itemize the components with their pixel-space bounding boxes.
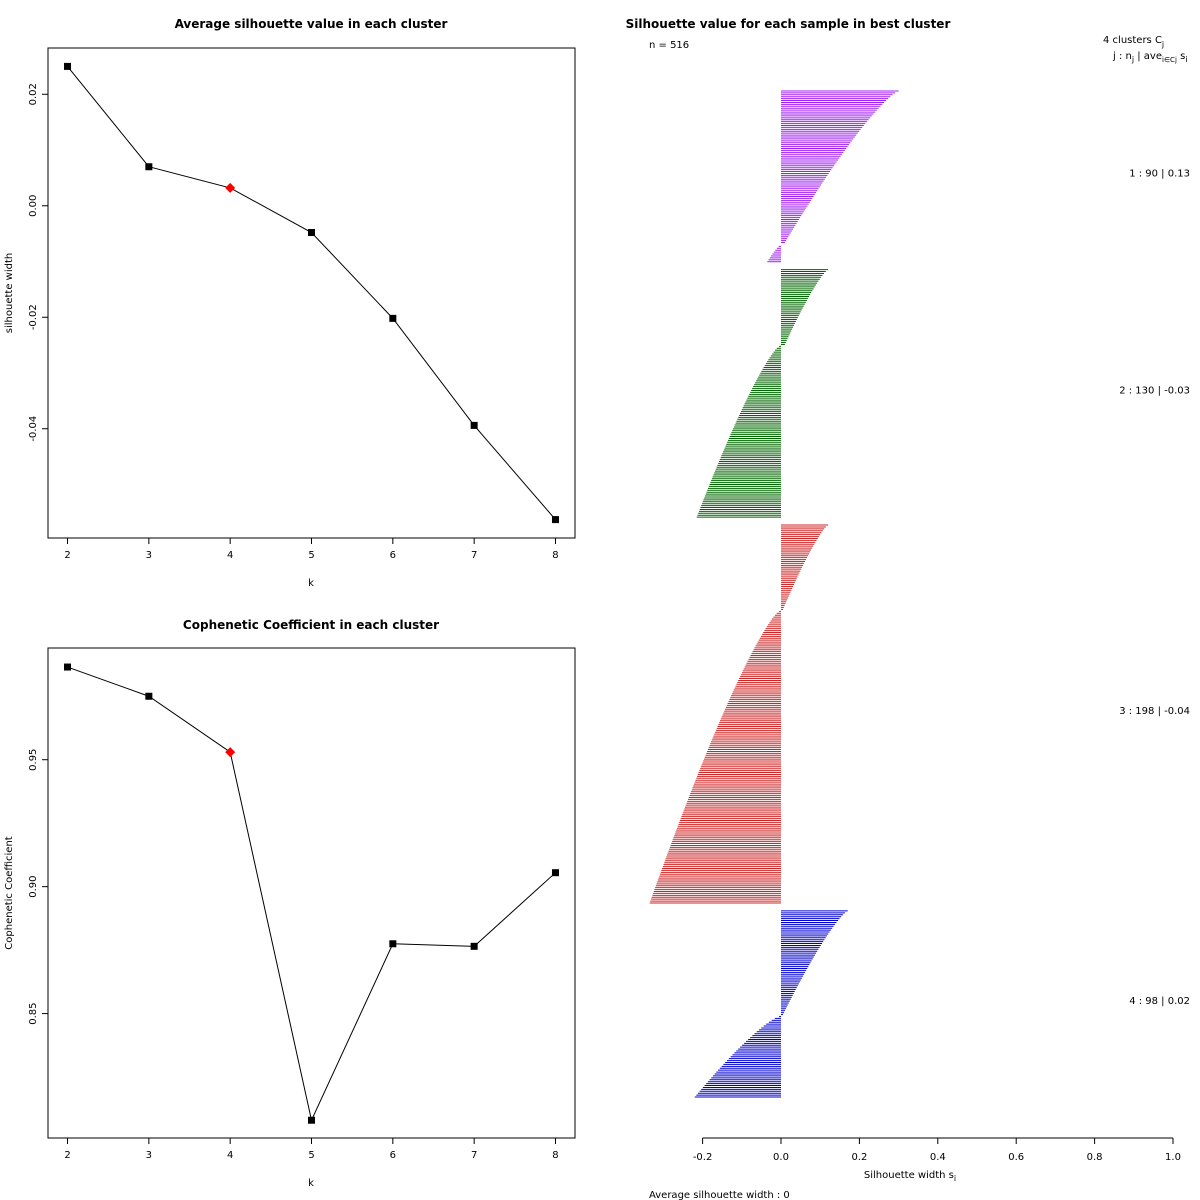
panel2-ytick-label: 0.85 xyxy=(28,1002,39,1024)
panel1-ytick-label: -0.02 xyxy=(28,304,39,330)
panel1-xtick-label: 2 xyxy=(64,550,70,561)
average-silhouette-footer: Average silhouette width : 0 xyxy=(649,1190,790,1200)
panel2-best-k-point xyxy=(225,747,236,758)
panel2-ylabel: Cophenetic Coefficient xyxy=(4,836,15,949)
panel2-ytick-label: 0.90 xyxy=(28,876,39,898)
panel2-xtick-label: 7 xyxy=(471,1150,477,1161)
legend-header-line2-rest: | ave xyxy=(1134,51,1162,62)
legend-header-line2-sub2: i∈Cj xyxy=(1162,56,1177,64)
panel2-point xyxy=(64,663,72,671)
panel2-xtick-label: 8 xyxy=(552,1150,558,1161)
panel2-xlabel: k xyxy=(308,1178,314,1189)
legend-header-line2-text: j : n xyxy=(1112,51,1132,62)
legend-header-line1-text: 4 clusters C xyxy=(1103,35,1162,46)
legend-header-line2-sub: j xyxy=(1131,55,1134,64)
panel2-xtick-label: 3 xyxy=(146,1150,152,1161)
panel1-series-line xyxy=(67,66,556,520)
panel1-xtick-label: 3 xyxy=(146,550,152,561)
panel3-xtick-label: 0.4 xyxy=(930,1152,946,1163)
panel2-ytick-label: 0.95 xyxy=(28,749,39,771)
legend-header-line2: j : nj | avei∈Cj si xyxy=(1112,51,1188,64)
panel3-xtick-label: 0.6 xyxy=(1008,1152,1024,1163)
panel2-xtick-label: 6 xyxy=(390,1150,396,1161)
panel1-point xyxy=(64,62,72,70)
panel2-point xyxy=(389,940,397,948)
panel1-point xyxy=(551,516,559,524)
silhouette-line-panel: Average silhouette value in each cluster… xyxy=(4,17,576,589)
panel3-xtick-label: 0.0 xyxy=(773,1152,789,1163)
panel2-title: Cophenetic Coefficient in each cluster xyxy=(183,618,439,632)
panel1-xlabel: k xyxy=(308,578,314,589)
panel3-xtick-label: -0.2 xyxy=(693,1152,713,1163)
panel3-xtick-label: 0.8 xyxy=(1087,1152,1103,1163)
panel1-ylabel: silhouette width xyxy=(4,253,15,333)
panel3-xtick-label: 1.0 xyxy=(1165,1152,1181,1163)
panel1-xtick-label: 7 xyxy=(471,550,477,561)
sample-count: n = 516 xyxy=(649,40,689,51)
panel1-xtick-label: 6 xyxy=(390,550,396,561)
cluster-4-summary: 4 : 98 | 0.02 xyxy=(1129,996,1190,1007)
legend-header-line1-sub: j xyxy=(1161,40,1164,49)
panel1-xtick-label: 4 xyxy=(227,550,233,561)
panel2-point xyxy=(145,692,153,700)
panel2-xtick-label: 2 xyxy=(64,1150,70,1161)
panel1-xtick-label: 8 xyxy=(552,550,558,561)
panel2-xtick-label: 4 xyxy=(227,1150,233,1161)
panel1-title: Average silhouette value in each cluster xyxy=(175,17,448,31)
panel1-xtick-label: 5 xyxy=(308,550,314,561)
cophenetic-line-panel: Cophenetic Coefficient in each cluster 2… xyxy=(4,618,576,1189)
cluster-3-summary: 3 : 198 | -0.04 xyxy=(1119,706,1190,717)
panel3-title: Silhouette value for each sample in best… xyxy=(626,17,951,31)
panel3-xlabel: Silhouette width si xyxy=(864,1170,956,1183)
panel2-point xyxy=(470,942,478,950)
panel2-xtick-label: 5 xyxy=(308,1150,314,1161)
panel3-xlabel-text: Silhouette width s xyxy=(864,1170,954,1181)
panel1-ytick-label: 0.00 xyxy=(28,195,39,217)
cluster-1-summary: 1 : 90 | 0.13 xyxy=(1129,168,1190,179)
panel1-ytick-label: -0.04 xyxy=(28,416,39,442)
panel1-point xyxy=(389,314,397,322)
panel1-point xyxy=(308,229,315,237)
panel2-frame xyxy=(47,647,576,1139)
cluster-2-summary: 2 : 130 | -0.03 xyxy=(1119,385,1190,396)
panel1-ytick-label: 0.02 xyxy=(28,83,39,105)
silhouette-bar-panel: Silhouette value for each sample in best… xyxy=(626,17,1190,1200)
legend-header-line1: 4 clusters Cj xyxy=(1103,35,1164,49)
legend-header-line2-tail-sub: i xyxy=(1185,55,1187,64)
panel1-frame xyxy=(47,47,576,539)
panel2-point xyxy=(308,1116,315,1124)
panel3-xlabel-sub: i xyxy=(954,1174,956,1183)
panel1-best-k-point xyxy=(225,182,236,193)
panel3-xtick-label: 0.2 xyxy=(851,1152,867,1163)
panel1-point xyxy=(145,163,153,171)
panel2-point xyxy=(551,869,559,877)
panel1-point xyxy=(470,421,478,429)
panel2-series-line xyxy=(67,666,556,1122)
legend-header-line2-tail: s xyxy=(1177,51,1185,62)
